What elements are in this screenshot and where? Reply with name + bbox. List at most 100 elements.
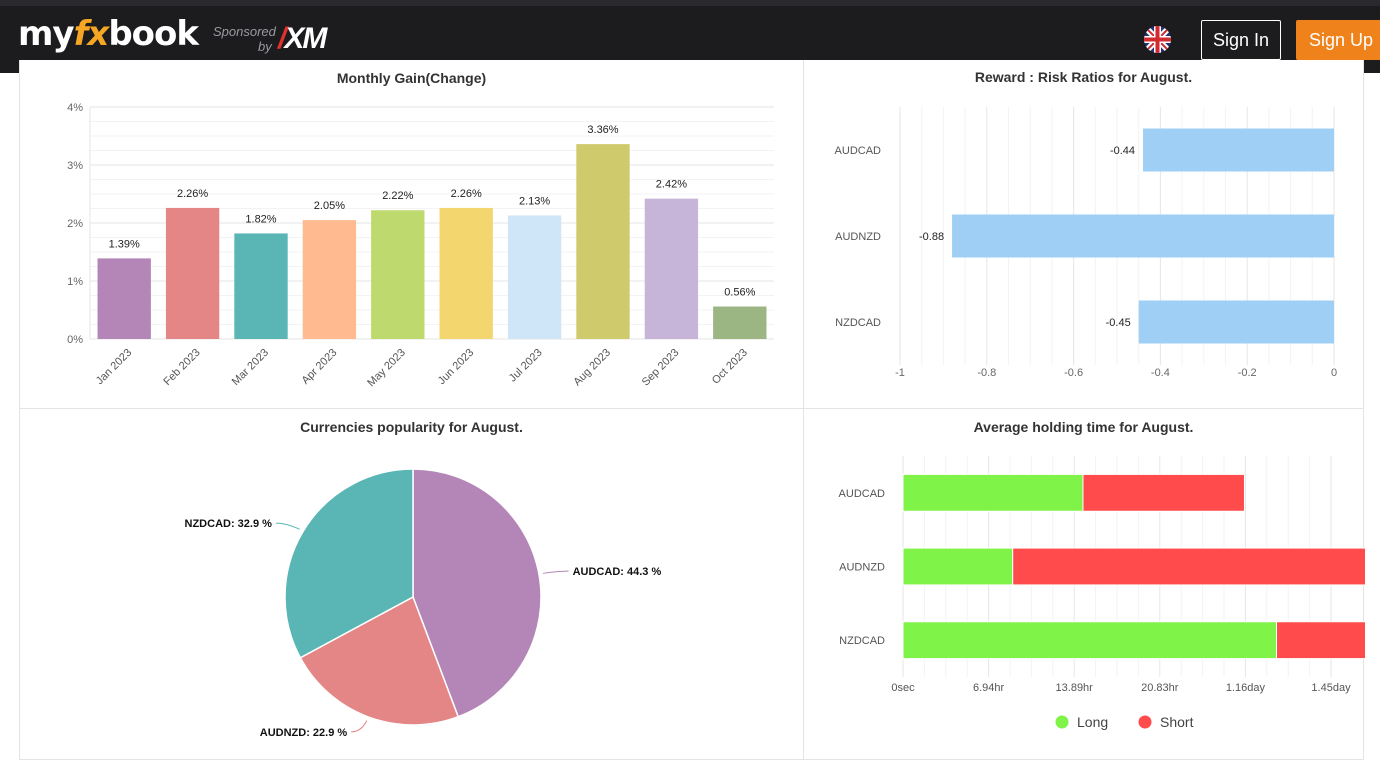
legend-label: Short (1160, 714, 1194, 730)
xm-logo[interactable]: /XM (278, 22, 327, 56)
bar-data-label: 2.22% (382, 190, 413, 202)
sign-up-button[interactable]: Sign Up (1296, 20, 1380, 60)
x-tick-label: 6.94hr (973, 682, 1005, 694)
pie-label-connector (275, 522, 300, 530)
popularity-pie-chart: AUDCAD: 44.3 % AUDNZD: 22.9 % NZDCAD: 32.9… (185, 468, 662, 739)
legend-marker (1055, 715, 1069, 729)
bar-data-label: -0.44 (1110, 145, 1135, 157)
bar (713, 306, 767, 339)
y-tick-label: 4% (67, 102, 83, 114)
x-tick-label: Oct 2023 (710, 347, 750, 387)
sponsor-text: Sponsored by (213, 24, 276, 54)
popularity-title: Currencies popularity for August. (300, 419, 523, 435)
x-tick-label: -0.8 (977, 367, 996, 379)
logo-my: my (18, 14, 75, 54)
x-tick-label: 1.45day (1311, 682, 1351, 694)
reward-risk-title: Reward : Risk Ratios for August. (974, 69, 1193, 85)
monthly-gain-panel: Monthly Gain(Change) 0% 1% 2% 3% 4% 1.39% Jan … (19, 60, 804, 409)
stacked-bar-segment (1276, 621, 1365, 660)
sign-in-button[interactable]: Sign In (1201, 20, 1281, 60)
uk-flag-icon[interactable] (1144, 26, 1171, 53)
y-tick-label: 0% (67, 334, 83, 346)
x-tick-label: -1 (895, 367, 905, 379)
pie-slice-label: NZDCAD: 32.9 % (185, 518, 273, 530)
stacked-bar-segment (902, 621, 1278, 660)
legend-label: Long (1077, 714, 1108, 730)
holding-time-chart: 0sec 6.94hr 13.89hr 20.83hr 1.16day 1.45day AU… (839, 456, 1365, 730)
x-tick-label: Jan 2023 (94, 347, 134, 387)
bar-data-label: 2.26% (451, 188, 482, 200)
bar-data-label: 3.36% (587, 124, 618, 136)
bar (507, 215, 562, 339)
bar (371, 210, 425, 339)
x-tick-label: 13.89hr (1056, 682, 1094, 694)
stacked-bar-segment (902, 547, 1014, 586)
bar (302, 220, 357, 339)
y-category-label: AUDCAD (835, 145, 882, 157)
stacked-bar-segment (902, 473, 1084, 512)
x-tick-label: Jun 2023 (436, 347, 476, 387)
xm-brand: XM (284, 22, 327, 55)
pie-slice-label: AUDCAD: 44.3 % (573, 566, 662, 578)
bar-data-label: 2.42% (656, 179, 687, 191)
pie-slice (299, 595, 460, 726)
sponsor-by: by (258, 39, 272, 54)
bar-data-label: -0.88 (919, 231, 944, 243)
bar-data-label: -0.45 (1106, 317, 1131, 329)
y-category-label: NZDCAD (835, 317, 881, 329)
bar (234, 233, 288, 339)
holding-time-panel: Average holding time for August. 0sec 6.9… (803, 408, 1365, 760)
bar-data-label: 1.82% (245, 213, 276, 225)
bar-data-label: 0.56% (724, 287, 755, 299)
x-tick-label: 0 (1331, 367, 1337, 379)
bar-data-label: 2.13% (519, 195, 550, 207)
x-tick-label: Aug 2023 (571, 347, 613, 389)
pie-slice-label: AUDNZD: 22.9 % (260, 727, 348, 739)
reward-risk-panel: Reward : Risk Ratios for August. -1 -0.8-… (803, 60, 1364, 409)
bar (644, 198, 699, 339)
reward-risk-chart: -1 -0.8 -0.6 -0.4 -0.2 0 -0.44 AUDCAD -0.88 AUDNZ… (835, 107, 1337, 379)
monthly-gain-chart: 0% 1% 2% 3% 4% 1.39% Jan 2023 2.26% Feb 2023 1.82… (67, 102, 774, 390)
sponsor-label: Sponsored (213, 24, 276, 39)
bar-data-label: 1.39% (109, 238, 140, 250)
legend-marker (1138, 715, 1152, 729)
y-tick-label: 2% (67, 218, 83, 230)
xm-slash-mark: / (278, 22, 286, 55)
popularity-panel: Currencies popularity for August. AUDCAD… (19, 408, 804, 760)
monthly-gain-title: Monthly Gain(Change) (336, 70, 487, 86)
y-tick-label: 3% (67, 160, 83, 172)
y-tick-label: 1% (67, 276, 83, 288)
y-category-label: AUDNZD (839, 562, 885, 574)
x-tick-label: Jul 2023 (507, 347, 545, 385)
bar-data-label: 2.26% (177, 188, 208, 200)
x-tick-label: -0.4 (1151, 367, 1170, 379)
top-menu-strip (0, 0, 1380, 6)
x-tick-label: Feb 2023 (161, 347, 202, 388)
bar (439, 207, 493, 339)
bar (1138, 300, 1334, 344)
x-tick-label: 20.83hr (1141, 682, 1179, 694)
bar (165, 207, 220, 339)
y-category-label: NZDCAD (839, 635, 885, 647)
x-tick-label: -0.6 (1064, 367, 1083, 379)
x-tick-label: Apr 2023 (299, 347, 339, 387)
myfxbook-logo[interactable]: myfxbook (18, 14, 199, 54)
y-category-label: AUDNZD (835, 231, 881, 243)
pie-slice (412, 468, 542, 718)
holding-time-title: Average holding time for August. (973, 419, 1194, 435)
logo-fx: fx (73, 14, 110, 54)
x-tick-label: 0sec (891, 682, 915, 694)
x-tick-label: -0.2 (1238, 367, 1257, 379)
bar (952, 214, 1334, 258)
x-tick-label: 1.16day (1226, 682, 1266, 694)
pie-label-connector (542, 570, 569, 574)
pie-label-connector (351, 720, 368, 733)
pie-slice (284, 468, 414, 659)
stacked-bar-segment (1082, 473, 1245, 512)
logo-book: book (108, 14, 199, 54)
bar-data-label: 2.05% (314, 200, 345, 212)
x-tick-label: May 2023 (365, 347, 408, 390)
y-category-label: AUDCAD (839, 488, 886, 500)
bar (1143, 128, 1334, 172)
stacked-bar-segment (1012, 547, 1365, 586)
